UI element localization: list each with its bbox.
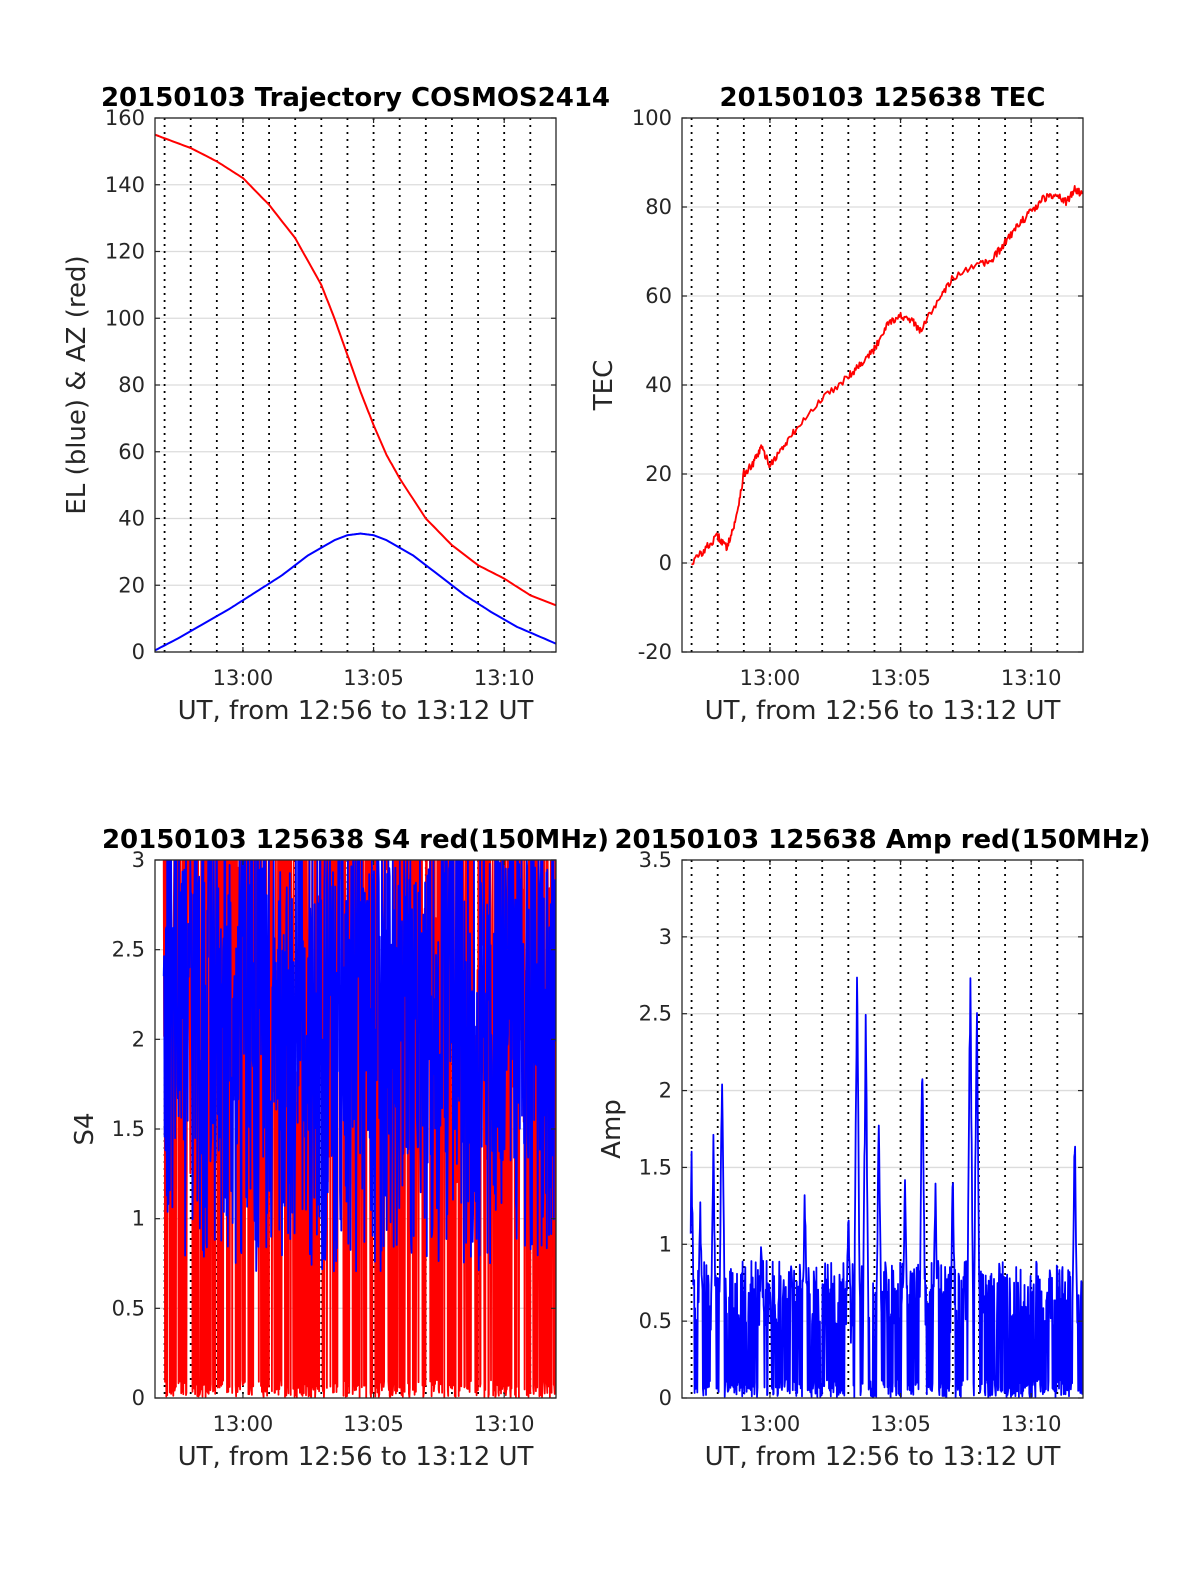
- x-tick-label: 13:05: [343, 1412, 404, 1436]
- y-tick-label: 1.5: [112, 1117, 145, 1141]
- chart-traj: 0 20 40 60 80 100 120 140 160 13:00 13:05 13:10 2015…: [62, 83, 610, 726]
- x-axis-label: UT, from 12:56 to 13:12 UT: [705, 1442, 1061, 1472]
- x-axis-label: UT, from 12:56 to 13:12 UT: [178, 696, 534, 726]
- x-tick-label: 13:05: [343, 666, 404, 690]
- x-tick-label: 13:00: [740, 1412, 801, 1436]
- y-tick-label: 60: [118, 440, 145, 464]
- x-axis-label: UT, from 12:56 to 13:12 UT: [705, 696, 1061, 726]
- y-tick-label: 1.5: [639, 1155, 672, 1179]
- series-group: [691, 185, 1083, 566]
- chart-s4: 0 0.5 1 1.5 2 2.5 3 13:00 13:05 13:10 20150103 125…: [70, 825, 609, 1472]
- x-axis-label: UT, from 12:56 to 13:12 UT: [178, 1442, 534, 1472]
- x-tick-label: 13:00: [740, 666, 801, 690]
- y-tick-label: 40: [118, 507, 145, 531]
- x-tick-label: 13:05: [870, 666, 931, 690]
- y-tick-label: 80: [118, 373, 145, 397]
- y-tick-label: 0.5: [112, 1296, 145, 1320]
- x-tick-label: 13:10: [1001, 666, 1062, 690]
- series-group: [689, 976, 1083, 1398]
- y-axis-label: TEC: [589, 360, 619, 411]
- chart-title: 20150103 125638 TEC: [720, 83, 1046, 113]
- y-tick-label: 0.5: [639, 1309, 672, 1333]
- y-tick-label: 3: [659, 925, 672, 949]
- y-tick-label: 120: [105, 240, 145, 264]
- y-tick-label: 40: [645, 373, 672, 397]
- y-tick-label: 1: [132, 1207, 145, 1231]
- series-group: [155, 133, 556, 652]
- y-tick-label: 2: [659, 1079, 672, 1103]
- chart-amp: 0 0.5 1 1.5 2 2.5 3 3.5 13:00 13:05 13:10 20150103 …: [597, 825, 1151, 1472]
- y-tick-label: 2: [132, 1027, 145, 1051]
- y-tick-label: 2.5: [112, 938, 145, 962]
- y-tick-label: 0: [659, 1386, 672, 1410]
- x-tick-label: 13:10: [474, 666, 535, 690]
- y-tick-label: 1: [659, 1232, 672, 1256]
- x-tick-label: 13:10: [474, 1412, 535, 1436]
- y-tick-label: 3: [132, 848, 145, 872]
- x-tick-label: 13:00: [213, 1412, 274, 1436]
- y-axis-label: S4: [70, 1112, 100, 1145]
- y-tick-label: 60: [645, 284, 672, 308]
- chart-title: 20150103 125638 S4 red(150MHz): [102, 825, 609, 855]
- series-line: [162, 860, 556, 1273]
- y-tick-label: 0: [132, 640, 145, 664]
- x-tick-label: 13:00: [213, 666, 274, 690]
- x-tick-label: 13:05: [870, 1412, 931, 1436]
- series-line: [155, 133, 556, 607]
- y-tick-label: 20: [118, 573, 145, 597]
- y-tick-label: 20: [645, 462, 672, 486]
- y-tick-label: 100: [632, 106, 672, 130]
- y-tick-label: 2.5: [639, 1002, 672, 1026]
- chart-title: 20150103 125638 Amp red(150MHz): [614, 825, 1150, 855]
- y-tick-label: 3.5: [639, 848, 672, 872]
- y-tick-label: 140: [105, 173, 145, 197]
- y-tick-label: 100: [105, 306, 145, 330]
- y-axis-label: Amp: [597, 1099, 627, 1159]
- y-tick-label: -20: [638, 640, 672, 664]
- y-tick-label: 80: [645, 195, 672, 219]
- series-line: [155, 532, 556, 652]
- y-tick-label: 0: [132, 1386, 145, 1410]
- plot-frame: [681, 859, 1084, 1399]
- y-tick-label: 0: [659, 551, 672, 575]
- chart-title: 20150103 Trajectory COSMOS2414: [101, 83, 610, 113]
- series-line: [691, 185, 1083, 566]
- chart-tec: -20 0 20 40 60 80 100 13:00 13:05 13:10 20150103 1…: [589, 83, 1084, 726]
- series-group: [162, 860, 556, 1398]
- x-tick-label: 13:10: [1001, 1412, 1062, 1436]
- series-line: [689, 976, 1083, 1398]
- y-tick-label: 160: [105, 106, 145, 130]
- y-axis-label: EL (blue) & AZ (red): [62, 255, 92, 514]
